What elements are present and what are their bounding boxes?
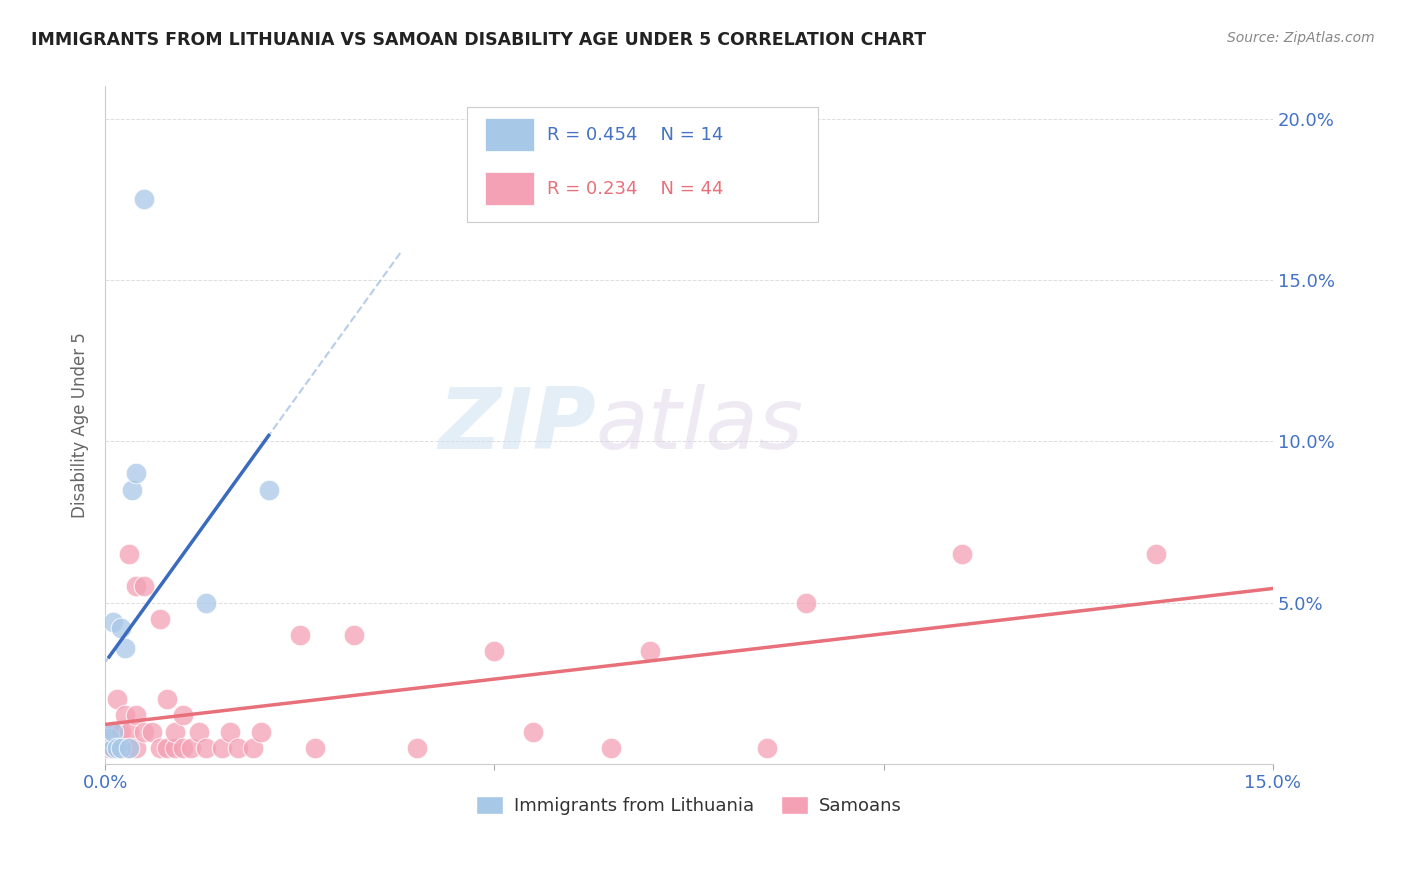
Point — [101, 615, 124, 629]
Point — [257, 483, 280, 497]
Point — [288, 628, 311, 642]
Point — [304, 740, 326, 755]
Point — [125, 708, 148, 723]
Point — [134, 724, 156, 739]
Point — [101, 724, 124, 739]
Point — [134, 579, 156, 593]
Text: R = 0.454    N = 14: R = 0.454 N = 14 — [547, 126, 723, 145]
Text: R = 0.234    N = 44: R = 0.234 N = 44 — [547, 180, 723, 198]
Bar — [485, 119, 534, 151]
Point — [172, 708, 194, 723]
Point — [165, 740, 187, 755]
Point — [101, 740, 124, 755]
Point — [114, 708, 136, 723]
Point — [125, 579, 148, 593]
Point — [141, 724, 163, 739]
Point — [110, 740, 132, 755]
Point — [950, 547, 973, 561]
Text: Source: ZipAtlas.com: Source: ZipAtlas.com — [1227, 31, 1375, 45]
Point — [600, 740, 623, 755]
Point — [134, 192, 156, 206]
Point — [101, 740, 124, 755]
Point — [110, 724, 132, 739]
Point — [110, 621, 132, 635]
Point — [149, 740, 172, 755]
Point — [180, 740, 202, 755]
Point — [110, 740, 132, 755]
Point — [195, 740, 218, 755]
Point — [218, 724, 240, 739]
Point — [242, 740, 264, 755]
Bar — [485, 172, 534, 205]
Point — [1144, 547, 1167, 561]
Point — [156, 740, 179, 755]
Y-axis label: Disability Age Under 5: Disability Age Under 5 — [72, 332, 89, 518]
Text: IMMIGRANTS FROM LITHUANIA VS SAMOAN DISABILITY AGE UNDER 5 CORRELATION CHART: IMMIGRANTS FROM LITHUANIA VS SAMOAN DISA… — [31, 31, 927, 49]
FancyBboxPatch shape — [467, 107, 817, 222]
Point — [638, 644, 661, 658]
Point — [522, 724, 544, 739]
Point — [125, 740, 148, 755]
Point — [405, 740, 427, 755]
Point — [121, 483, 143, 497]
Point — [195, 595, 218, 609]
Point — [187, 724, 209, 739]
Point — [226, 740, 249, 755]
Point — [98, 731, 121, 745]
Point — [484, 644, 506, 658]
Point — [114, 640, 136, 655]
Point — [794, 595, 817, 609]
Text: ZIP: ZIP — [439, 384, 596, 467]
Point — [117, 547, 139, 561]
Point — [117, 740, 139, 755]
Point — [250, 724, 273, 739]
Point — [165, 724, 187, 739]
Point — [105, 692, 128, 706]
Point — [343, 628, 366, 642]
Legend: Immigrants from Lithuania, Samoans: Immigrants from Lithuania, Samoans — [468, 789, 910, 822]
Text: atlas: atlas — [596, 384, 804, 467]
Point — [156, 692, 179, 706]
Point — [117, 724, 139, 739]
Point — [101, 724, 124, 739]
Point — [172, 740, 194, 755]
Point — [117, 740, 139, 755]
Point — [755, 740, 778, 755]
Point — [125, 467, 148, 481]
Point — [105, 740, 128, 755]
Point — [211, 740, 233, 755]
Point — [149, 612, 172, 626]
Point — [98, 740, 121, 755]
